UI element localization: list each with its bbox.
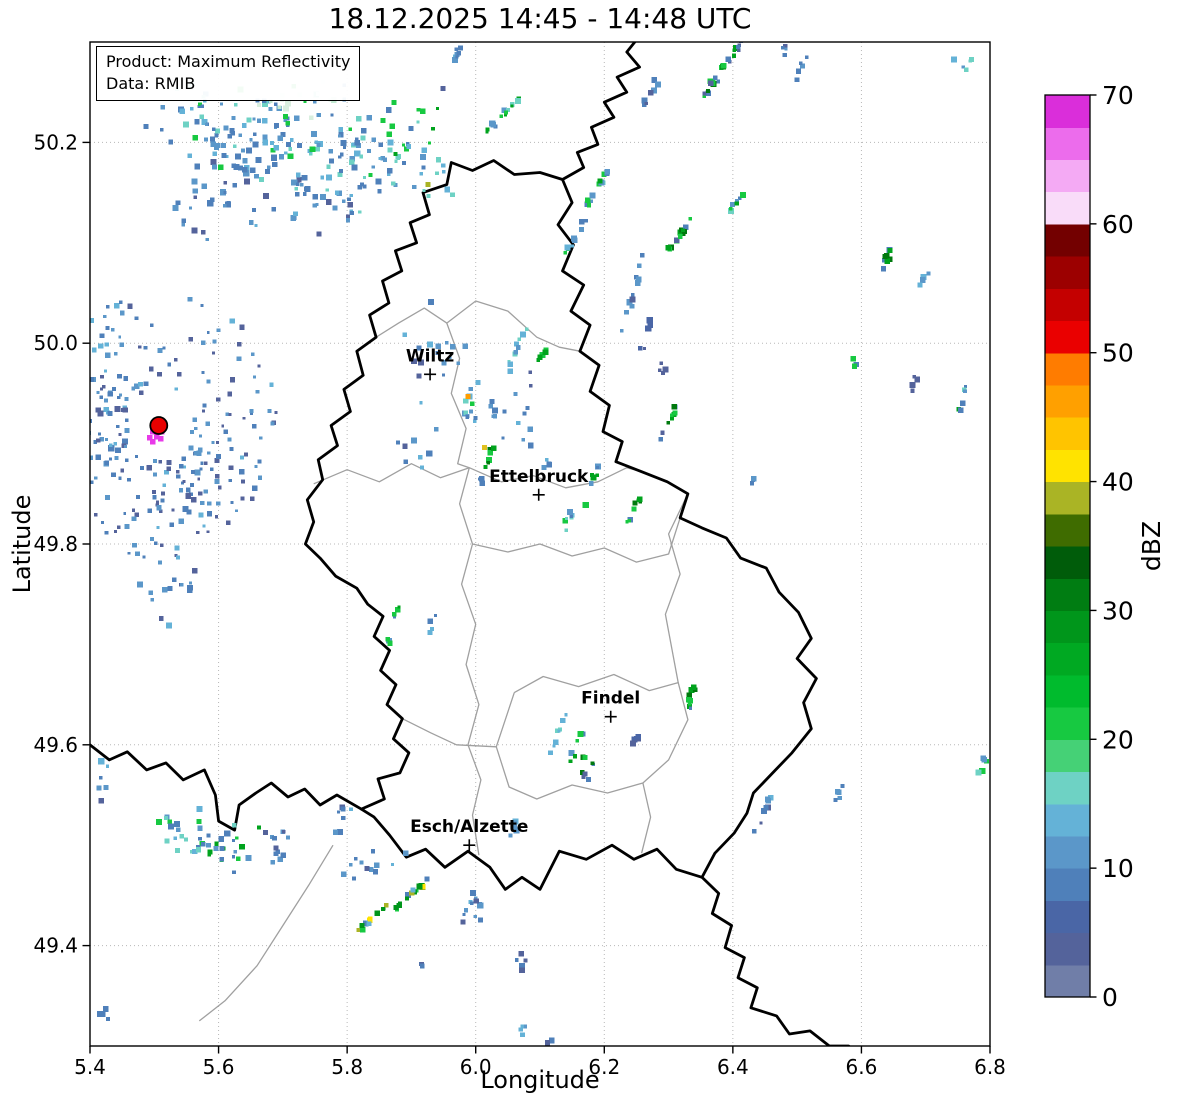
colorbar-band — [1045, 159, 1090, 193]
colorbar-band — [1045, 288, 1090, 322]
colorbar-band — [1045, 191, 1090, 225]
figure-title: 18.12.2025 14:45 - 14:48 UTC — [328, 2, 752, 35]
colorbar-band — [1045, 449, 1090, 483]
colorbar-band — [1045, 578, 1090, 612]
colorbar-band — [1045, 642, 1090, 676]
radar-echo-pixels — [90, 42, 989, 1046]
y-axis-label: Latitude — [8, 494, 36, 594]
y-tick-label: 49.4 — [33, 934, 78, 958]
colorbar-band — [1045, 803, 1090, 837]
x-tick-label: 6.8 — [974, 1055, 1006, 1079]
city-plus-marker — [604, 710, 617, 723]
colorbar-tick-label: 40 — [1102, 468, 1134, 497]
colorbar-band — [1045, 417, 1090, 450]
x-tick-label: 5.6 — [203, 1055, 235, 1079]
colorbar-label: dBZ — [1137, 521, 1166, 571]
colorbar-band — [1045, 964, 1090, 998]
colorbar-band — [1045, 481, 1090, 515]
x-tick-label: 6.0 — [460, 1055, 492, 1079]
colorbar-band — [1045, 610, 1090, 644]
gridlines — [90, 42, 990, 1046]
colorbar-band — [1045, 674, 1090, 708]
x-axis-label: Longitude — [480, 1066, 600, 1094]
city-markers: Wiltz Ettelbruck Findel Esch/Alzette — [406, 346, 640, 852]
y-tick-label: 49.6 — [33, 733, 78, 757]
city-plus-marker — [424, 368, 437, 381]
x-tick-label: 6.6 — [846, 1055, 878, 1079]
y-tick-label: 50.2 — [33, 130, 78, 154]
colorbar: 0 10 20 30 40 50 60 70 — [1044, 81, 1134, 1012]
x-tick-label: 5.4 — [74, 1055, 106, 1079]
colorbar-band — [1045, 384, 1090, 418]
district-borders — [198, 300, 689, 1022]
city-label: Esch/Alzette — [410, 817, 528, 837]
colorbar-band — [1045, 932, 1090, 966]
colorbar-tick-label: 10 — [1102, 854, 1134, 883]
colorbar-band — [1045, 771, 1090, 805]
city-label: Ettelbruck — [489, 467, 589, 487]
axis-ticks: 5.4 5.6 5.8 6.0 6.2 6.4 6.6 6.8 50.2 50.0 49.8 49.6… — [33, 130, 1005, 1079]
colorbar-tick-label: 0 — [1102, 983, 1118, 1012]
colorbar-tick-label: 20 — [1102, 725, 1134, 754]
info-source-line: Data: RMIB — [106, 74, 196, 94]
y-tick-label: 50.0 — [33, 331, 78, 355]
colorbar-band — [1045, 835, 1090, 869]
colorbar-tick-label: 30 — [1102, 596, 1134, 625]
city-label: Findel — [581, 689, 640, 709]
colorbar-tick-label: 70 — [1102, 81, 1134, 110]
radar-site-marker — [149, 416, 169, 435]
radar-site-dot — [149, 416, 169, 435]
colorbar-tick-label: 60 — [1102, 210, 1134, 239]
info-product-line: Product: Maximum Reflectivity — [106, 52, 351, 71]
city-label: Wiltz — [406, 346, 455, 366]
city-plus-marker — [532, 488, 545, 501]
x-tick-label: 6.2 — [588, 1055, 620, 1079]
colorbar-band — [1045, 256, 1090, 289]
colorbar-tick-label: 50 — [1102, 339, 1134, 368]
info-box: Product: Maximum Reflectivity Data: RMIB — [96, 46, 361, 101]
colorbar-band — [1045, 223, 1090, 257]
y-tick-label: 49.8 — [33, 532, 78, 556]
colorbar-band — [1045, 513, 1090, 547]
colorbar-band — [1045, 95, 1090, 128]
colorbar-band — [1045, 546, 1090, 579]
colorbar-band — [1045, 739, 1090, 773]
colorbar-band — [1045, 127, 1090, 161]
country-borders — [90, 42, 851, 1046]
colorbar-band — [1045, 320, 1090, 354]
colorbar-band — [1045, 707, 1090, 740]
colorbar-band — [1045, 900, 1090, 934]
x-tick-label: 5.8 — [331, 1055, 363, 1079]
city-plus-marker — [463, 839, 476, 852]
x-tick-label: 6.4 — [717, 1055, 749, 1079]
colorbar-band — [1045, 868, 1090, 901]
colorbar-band — [1045, 352, 1090, 386]
